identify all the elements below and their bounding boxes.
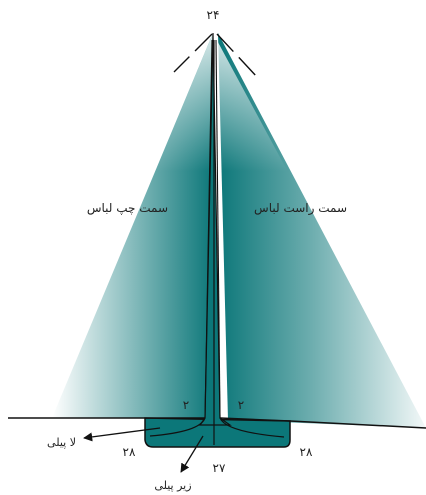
right-side-label: سمت راست لباس [254,201,347,216]
top-number-label: ۲۴ [207,8,220,22]
underlap-arrow [180,435,204,473]
angle-line-right [216,33,259,79]
fold-curve-right [219,417,285,438]
underlap-callout-label: زیر پیلی [154,479,191,492]
cone-top-fade [52,33,426,428]
lapel-callout-label: لا پیلی [47,436,76,449]
fabric-baseline-mid-right [219,417,291,422]
bottom-center-number: ۲۷ [213,461,226,475]
left-side-label: سمت چپ لباس [87,201,168,216]
bottom-left-number: ۲۸ [123,445,136,459]
fold-right-label: ۲ [238,398,244,412]
angle-line-left [173,33,213,73]
fold-left-label: ۲ [183,398,189,412]
pleat-box [144,417,291,448]
lapel-arrow [83,427,161,442]
bottom-right-number: ۲۸ [300,445,313,459]
fold-curve-left [149,417,206,437]
fabric-baseline-right [289,420,426,429]
pleat-left-edge [204,39,213,419]
pleat-right-edge [215,39,221,419]
